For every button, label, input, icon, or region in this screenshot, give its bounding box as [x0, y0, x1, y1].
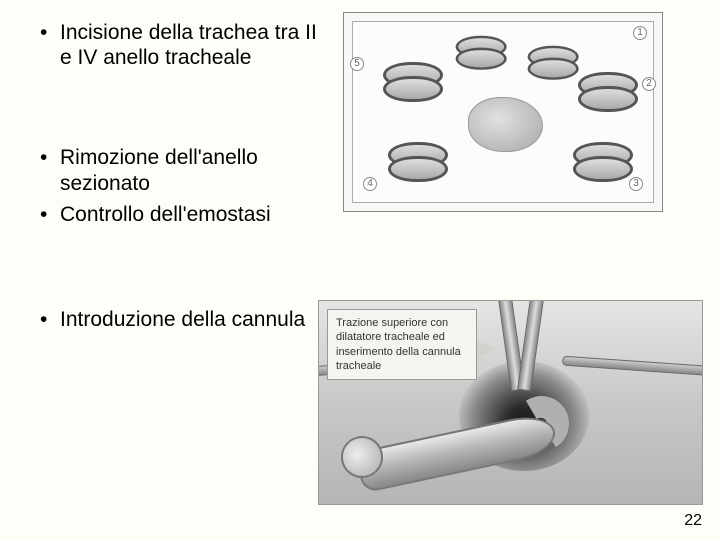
tracheal-ring-icon	[528, 46, 581, 89]
diagram-label-4: 4	[363, 177, 377, 191]
callout-text: Trazione superiore con dilatatore trache…	[336, 317, 461, 372]
text-column: Incisione della trachea tra II e IV anel…	[30, 20, 320, 338]
tracheal-ring-icon	[388, 142, 450, 192]
diagram-label-5: 5	[350, 57, 364, 71]
diagram-label-1: 1	[633, 26, 647, 40]
larynx-shape-icon	[468, 97, 543, 152]
tracheal-ring-icon	[456, 36, 509, 79]
page-number: 22	[684, 512, 702, 530]
bullet-group-1: Incisione della trachea tra II e IV anel…	[30, 20, 320, 70]
bullet-hemostasis: Controllo dell'emostasi	[30, 202, 320, 227]
retractor-right-icon	[562, 356, 703, 377]
bullet-incision: Incisione della trachea tra II e IV anel…	[30, 20, 320, 70]
figure-top-frame: 1 5 2 4 3	[352, 21, 654, 203]
diagram-label-2: 2	[642, 77, 656, 91]
bullet-group-2: Rimozione dell'anello sezionato Controll…	[30, 145, 320, 227]
figure-incision-types: 1 5 2 4 3	[343, 12, 663, 212]
cannula-tube-icon	[355, 411, 559, 494]
tracheal-ring-icon	[383, 62, 445, 112]
bullet-cannula: Introduzione della cannula	[30, 307, 320, 332]
figure-cannula-insertion: Trazione superiore con dilatatore trache…	[318, 300, 703, 505]
tracheal-ring-icon	[573, 142, 635, 192]
bullet-removal: Rimozione dell'anello sezionato	[30, 145, 320, 195]
callout-box: Trazione superiore con dilatatore trache…	[327, 309, 477, 380]
tracheal-ring-icon	[578, 72, 640, 122]
bullet-group-3: Introduzione della cannula	[30, 307, 320, 332]
callout-pointer-icon	[477, 341, 495, 357]
